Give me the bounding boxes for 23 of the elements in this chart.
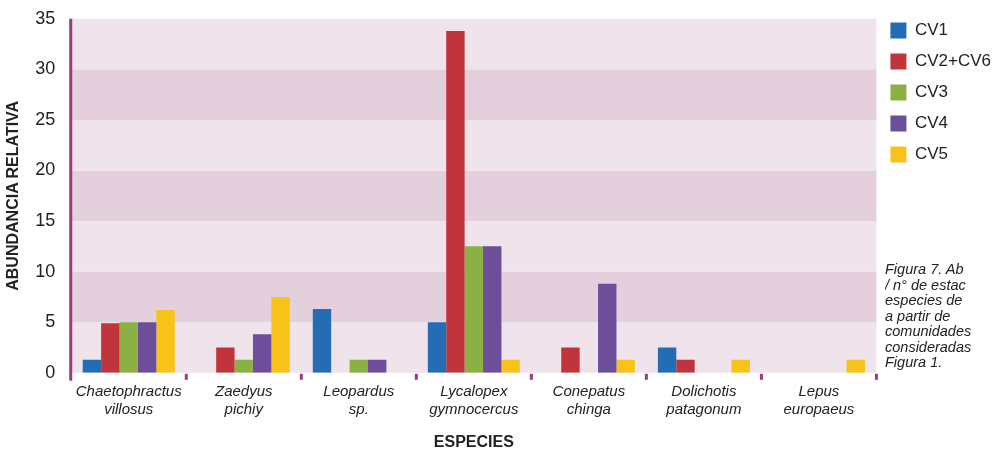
legend-label: CV3: [914, 82, 949, 102]
y-axis-title: ABUNDANCIA RELATIVA: [4, 100, 22, 291]
y-tick-label: 30: [35, 58, 56, 79]
x-tick-label: Leopardus sp.: [323, 381, 395, 417]
legend-label: CV4: [914, 113, 949, 133]
legend-label: CV2+CV6: [914, 51, 992, 71]
x-tick-label: Conepatus chinga: [552, 381, 626, 417]
legend-label: CV1: [914, 20, 949, 40]
y-tick-label: 5: [45, 311, 56, 332]
legend-label: CV5: [914, 144, 949, 164]
y-tick-label: 0: [45, 361, 56, 382]
x-tick-label: Lycalopex gymnocercus: [429, 381, 519, 417]
y-tick-label: 20: [35, 159, 56, 180]
y-tick-label: 35: [35, 7, 56, 28]
y-tick-label: 25: [35, 108, 56, 129]
x-tick-label: Zaedyus pichiy: [213, 381, 274, 417]
y-tick-label: 10: [35, 260, 56, 281]
x-tick-label: Lepus europaeus: [783, 381, 855, 417]
y-tick-label: 15: [35, 210, 56, 231]
x-tick-label: Chaetophractus villosus: [75, 381, 183, 417]
x-axis-title: ESPECIES: [433, 432, 515, 450]
text: Figura 7. Ab / n° de estac especies de a partir de comunidades consideradas Figura 1.: [885, 261, 973, 371]
x-tick-label: Dolichotis patagonum: [665, 381, 742, 417]
